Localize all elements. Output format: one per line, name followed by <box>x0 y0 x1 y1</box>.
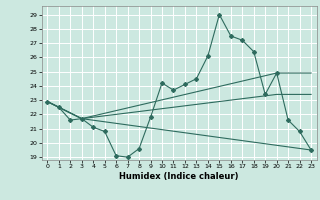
X-axis label: Humidex (Indice chaleur): Humidex (Indice chaleur) <box>119 172 239 181</box>
